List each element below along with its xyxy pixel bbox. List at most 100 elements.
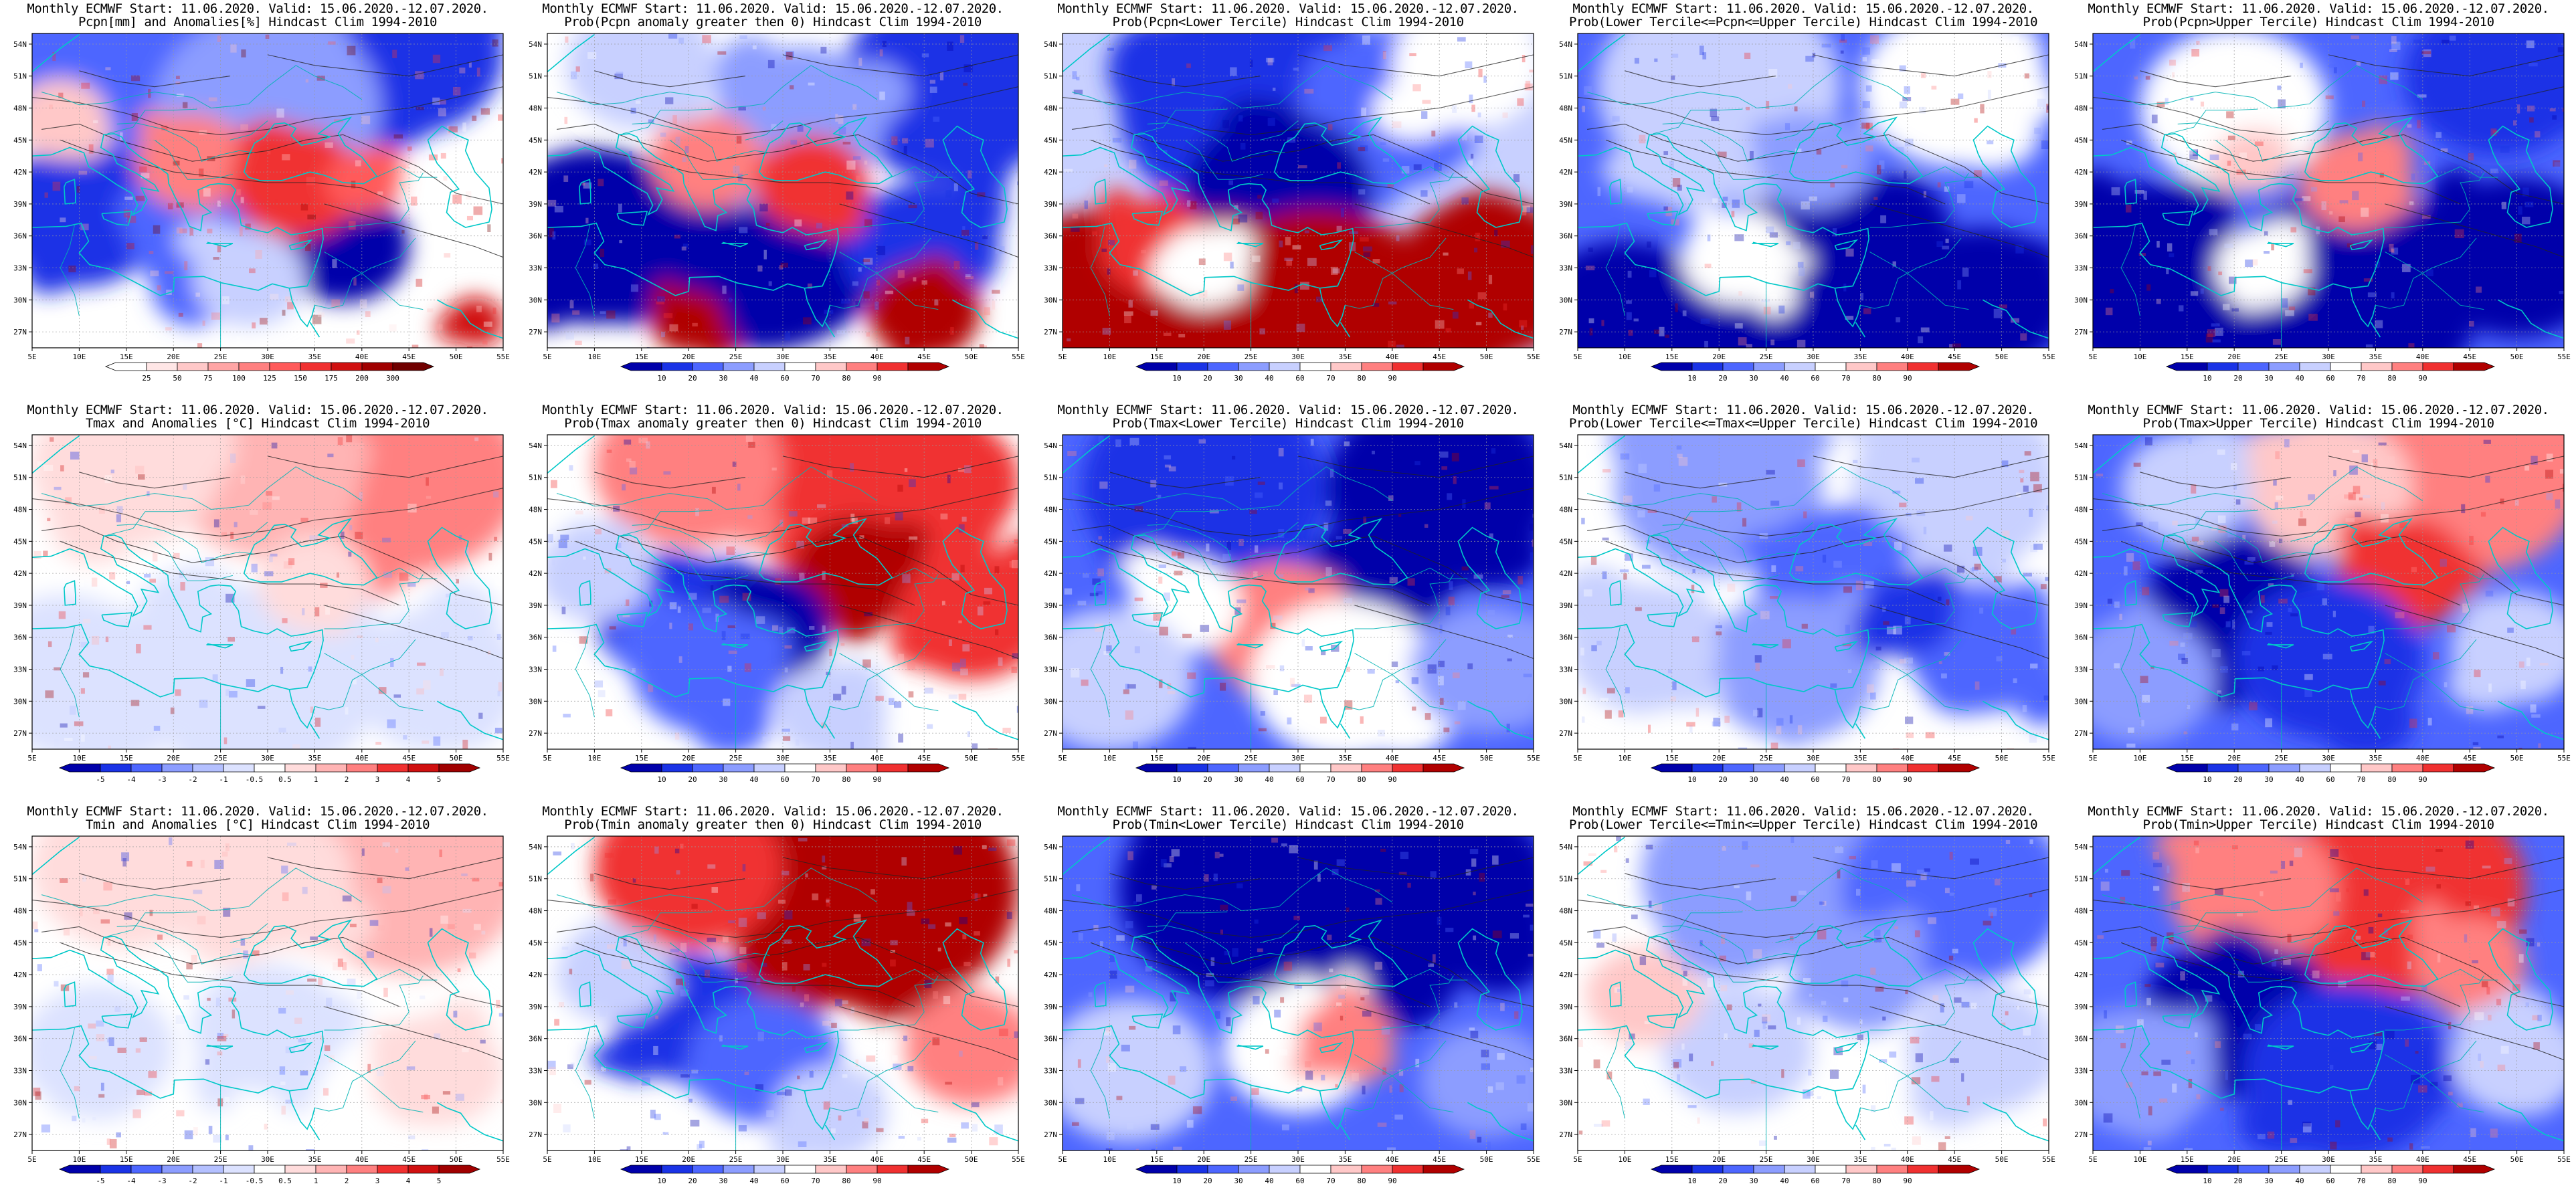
- country-border: [60, 626, 80, 718]
- field-speckle: [287, 842, 296, 846]
- field-speckle: [327, 454, 334, 458]
- field-speckle: [800, 1002, 804, 1007]
- colorbar: 10 20 30 40 60 70 80 90: [2165, 362, 2496, 383]
- colorbar-label: 20: [688, 775, 697, 784]
- field-speckle: [406, 1066, 416, 1070]
- field-speckle: [762, 106, 766, 111]
- field-speckle: [941, 601, 945, 605]
- anomaly-region: [1906, 567, 1960, 606]
- field-speckle: [215, 997, 221, 1007]
- colorbar-swatch: [1691, 1165, 1724, 1174]
- colorbar-swatch: [130, 1165, 163, 1174]
- climatology-contour: [782, 456, 1018, 478]
- field-speckle: [227, 637, 235, 642]
- field-speckle: [1891, 863, 1901, 873]
- country-border: [1605, 626, 1625, 718]
- field-speckle: [2156, 102, 2165, 108]
- field-speckle: [54, 667, 61, 671]
- field-speckle: [2500, 1045, 2509, 1054]
- field-speckle: [278, 727, 286, 733]
- lat-tick-label: 54N: [13, 441, 27, 450]
- climatology-contour: [557, 123, 1018, 205]
- anomaly-region: [1341, 908, 1380, 961]
- field-speckle: [2533, 1042, 2540, 1050]
- lon-tick-label: 10E: [1618, 754, 1631, 763]
- field-speckle: [1457, 37, 1466, 42]
- field-speckle: [306, 1149, 315, 1150]
- field-speckle: [1292, 245, 1301, 249]
- field-speckle: [349, 525, 353, 530]
- field-speckle: [2361, 207, 2369, 217]
- field-speckle: [2304, 674, 2313, 680]
- field-speckle: [2137, 1019, 2144, 1028]
- field-speckle: [1770, 339, 1775, 346]
- field-speckle: [35, 1091, 41, 1100]
- field-speckle: [2375, 1043, 2383, 1051]
- field-speckle: [2181, 658, 2188, 664]
- field-speckle: [1109, 953, 1115, 963]
- field-speckle: [1073, 90, 1083, 94]
- field-speckle: [1738, 747, 1748, 749]
- field-speckle: [1283, 961, 1293, 971]
- anomaly-region: [1073, 630, 1164, 673]
- coastline: [547, 534, 839, 698]
- field-speckle: [469, 952, 476, 959]
- field-speckle: [1769, 232, 1778, 238]
- field-speckle: [307, 978, 316, 982]
- field-speckle: [369, 920, 379, 926]
- country-border: [324, 574, 424, 629]
- field-speckle: [2110, 288, 2114, 294]
- country-border: [229, 522, 268, 542]
- field-speckle: [65, 497, 72, 505]
- field-speckle: [2132, 561, 2140, 571]
- country-border: [1869, 975, 1969, 1031]
- coastline: [1131, 612, 1164, 627]
- field-speckle: [1920, 73, 1926, 78]
- field-speckle: [122, 858, 127, 867]
- field-speckle: [927, 724, 933, 729]
- field-speckle: [2539, 662, 2549, 666]
- field-speckle: [593, 264, 599, 270]
- field-speckle: [2104, 590, 2113, 597]
- field-speckle: [2318, 1121, 2323, 1128]
- field-speckle: [1724, 1033, 1728, 1040]
- coastline: [1340, 723, 1351, 739]
- lat-tick-label: 51N: [1559, 72, 1572, 81]
- field-speckle: [1100, 941, 1103, 948]
- field-speckle: [123, 209, 130, 218]
- coastline: [1983, 299, 2049, 339]
- field-speckle: [1993, 308, 2003, 318]
- field-speckle: [2169, 640, 2179, 646]
- field-speckle: [2368, 625, 2375, 634]
- lon-tick-label: 30E: [261, 754, 274, 763]
- field-speckle: [1672, 1059, 1682, 1068]
- colorbar-label: 5: [437, 1177, 442, 1185]
- field-speckle: [1363, 516, 1367, 524]
- anomaly-region: [769, 1115, 811, 1150]
- field-speckle: [798, 1141, 807, 1148]
- field-speckle: [1484, 502, 1491, 510]
- field-speckle: [805, 873, 808, 878]
- field-speckle: [472, 115, 477, 121]
- field-speckle: [482, 340, 488, 345]
- field-speckle: [2150, 936, 2157, 946]
- field-speckle: [1491, 448, 1496, 454]
- lat-tick-label: 48N: [13, 506, 27, 514]
- coastline: [1236, 1044, 1264, 1050]
- field-speckle: [2002, 314, 2007, 318]
- colorbar-label: 70: [1841, 775, 1850, 784]
- field-speckle: [2243, 1033, 2252, 1039]
- anomaly-region: [1153, 191, 1184, 229]
- lon-tick-label: 45E: [402, 754, 416, 763]
- field-speckle: [1983, 920, 1992, 926]
- field-speckle: [2153, 886, 2160, 891]
- field-speckle: [554, 205, 563, 213]
- field-speckle: [1420, 190, 1428, 197]
- field-speckle: [415, 71, 424, 80]
- field-speckle: [1343, 528, 1352, 534]
- forecast-map: 5E 10E 15E 20E 25E 30E 35E 40E 45E 50E 55E54N51N48…: [529, 835, 1025, 1164]
- field-speckle: [1219, 682, 1226, 691]
- lon-tick-label: 50E: [1995, 353, 2009, 361]
- coastline: [2267, 1044, 2294, 1050]
- lat-tick-label: 30N: [1559, 697, 1572, 706]
